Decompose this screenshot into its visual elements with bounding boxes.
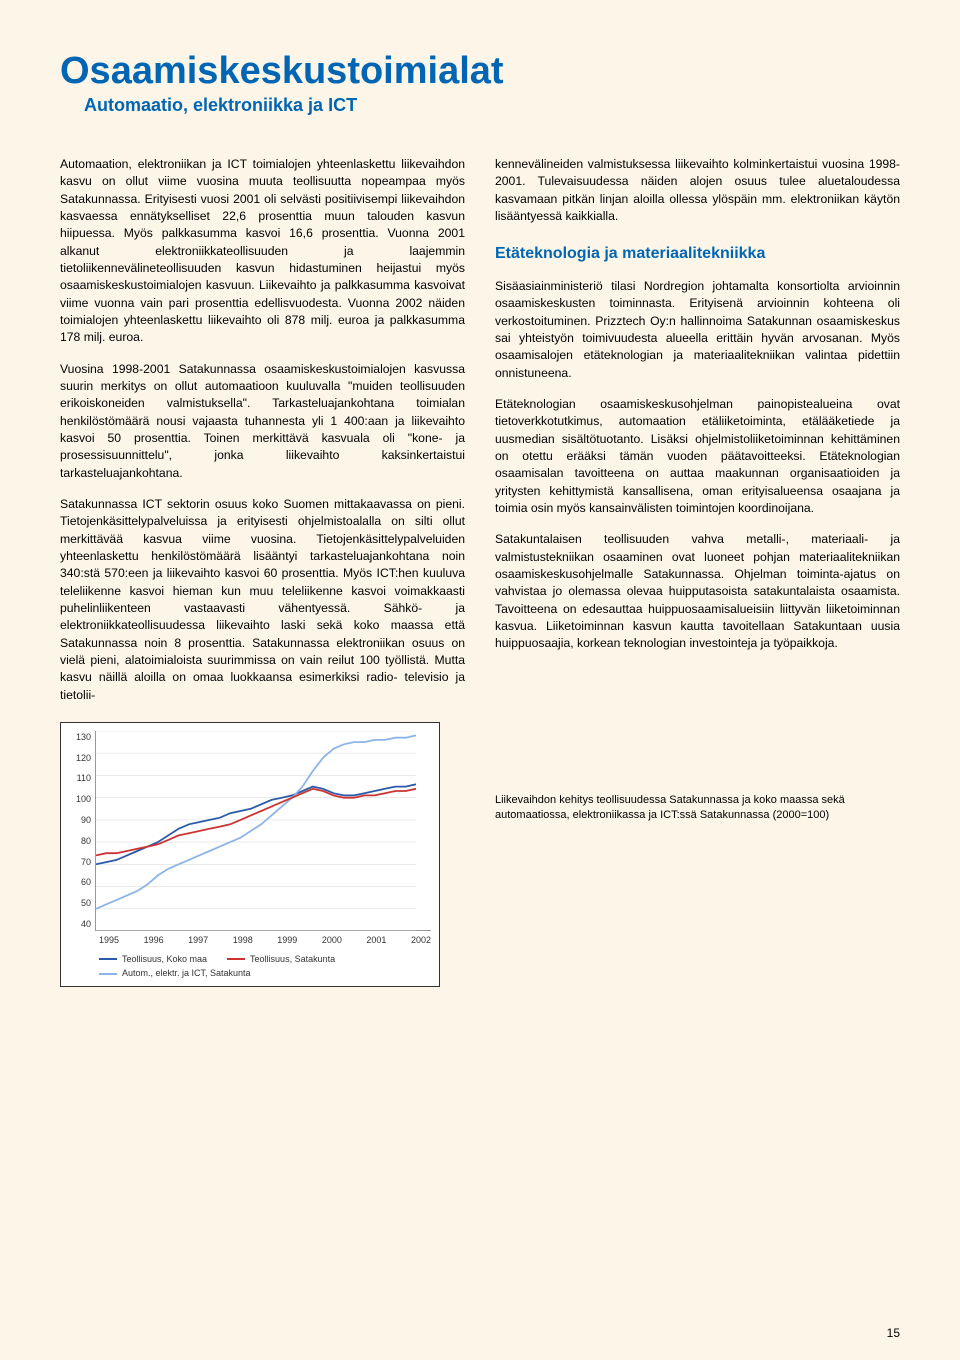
y-tick-label: 120 [69,752,91,765]
legend-label: Teollisuus, Satakunta [250,953,335,966]
y-tick-label: 90 [69,814,91,827]
body-paragraph: Etäteknologian osaamiskeskusohjelman pai… [495,396,900,517]
legend-item: Autom., elektr. ja ICT, Satakunta [99,967,251,980]
y-tick-label: 60 [69,876,91,889]
left-column: Automaation, elektroniikan ja ICT toimia… [60,156,465,987]
page-title: Osaamiskeskustoimialat [60,50,900,93]
right-column: kennevälineiden valmistuksessa liikevaih… [495,156,900,987]
x-tick-label: 2001 [366,934,386,947]
chart-series-line [96,735,416,908]
page-subtitle: Automaatio, elektroniikka ja ICT [84,95,900,116]
line-chart: 130 120 110 100 90 80 70 60 50 40 1995 1996 1997 199… [60,722,440,987]
body-paragraph: kennevälineiden valmistuksessa liikevaih… [495,156,900,225]
legend-item: Teollisuus, Koko maa [99,953,207,966]
x-tick-label: 1995 [99,934,119,947]
y-tick-label: 100 [69,793,91,806]
legend-label: Autom., elektr. ja ICT, Satakunta [122,967,251,980]
section-heading: Etäteknologia ja materiaalitekniikka [495,243,900,266]
y-tick-label: 110 [69,772,91,785]
legend-label: Teollisuus, Koko maa [122,953,207,966]
body-paragraph: Vuosina 1998-2001 Satakunnassa osaamiske… [60,361,465,482]
x-tick-label: 1999 [277,934,297,947]
body-paragraph: Satakunnassa ICT sektorin osuus koko Suo… [60,496,465,704]
y-tick-label: 80 [69,835,91,848]
y-tick-label: 130 [69,731,91,744]
chart-series-line [96,789,416,856]
x-tick-label: 1996 [144,934,164,947]
x-tick-label: 1998 [233,934,253,947]
body-paragraph: Sisäasiainministeriö tilasi Nordregion j… [495,278,900,382]
y-tick-label: 40 [69,918,91,931]
two-column-layout: Automaation, elektroniikan ja ICT toimia… [60,156,900,987]
y-tick-label: 70 [69,856,91,869]
legend-swatch [99,973,117,975]
x-tick-label: 1997 [188,934,208,947]
page-number: 15 [887,1326,900,1340]
legend-swatch [99,958,117,960]
legend-item: Teollisuus, Satakunta [227,953,335,966]
legend-swatch [227,958,245,960]
x-tick-label: 2000 [322,934,342,947]
chart-caption: Liikevaihdon kehitys teollisuudessa Sata… [495,793,900,824]
y-tick-label: 50 [69,897,91,910]
body-paragraph: Satakuntalaisen teollisuuden vahva metal… [495,531,900,652]
x-tick-label: 2002 [411,934,431,947]
body-paragraph: Automaation, elektroniikan ja ICT toimia… [60,156,465,347]
